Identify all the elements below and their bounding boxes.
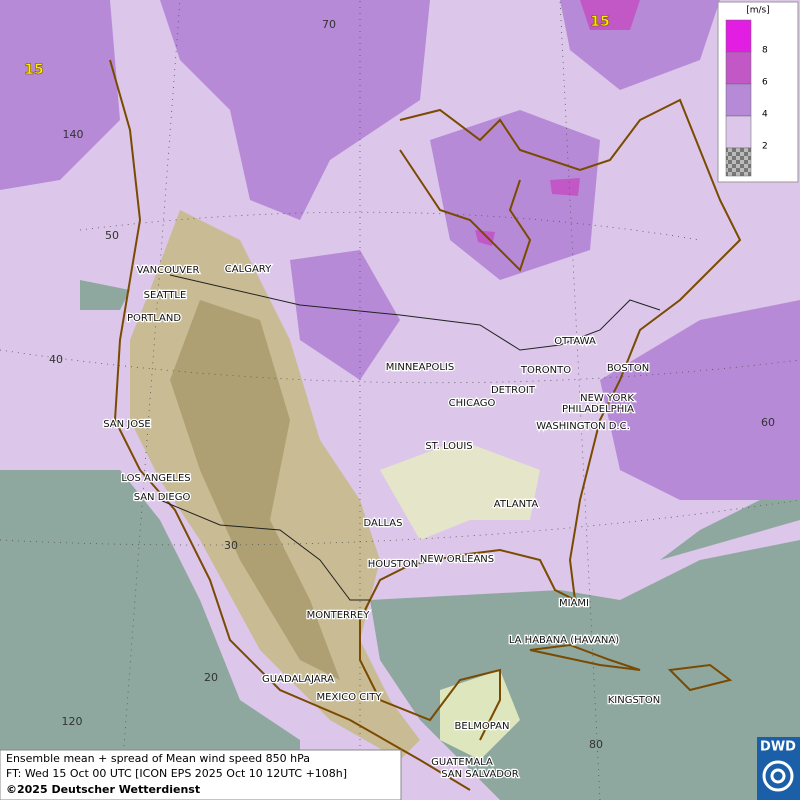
city-label: SAN JOSE xyxy=(103,419,151,430)
city-label: SAN DIEGO xyxy=(134,492,191,503)
footer-line: Ensemble mean + spread of Mean wind spee… xyxy=(6,752,310,765)
contour-label: 15 xyxy=(590,14,609,30)
graticule-label: 140 xyxy=(63,128,84,141)
footer-line: FT: Wed 15 Oct 00 UTC [ICON EPS 2025 Oct… xyxy=(6,767,347,780)
legend-label: 2 xyxy=(762,142,768,152)
graticule-label: 120 xyxy=(62,715,83,728)
city-label: WASHINGTON D.C. xyxy=(536,421,630,432)
legend-swatch xyxy=(725,147,752,177)
city-label: DETROIT xyxy=(491,385,536,396)
logo-swirl xyxy=(770,768,786,784)
terrain xyxy=(130,210,540,760)
city-label: BOSTON xyxy=(607,363,649,374)
footer: Ensemble mean + spread of Mean wind spee… xyxy=(0,749,402,800)
city-label: MIAMI xyxy=(559,598,589,609)
graticule-label: 30 xyxy=(224,539,238,552)
city-label: KINGSTON xyxy=(608,695,661,706)
graticule-label: 70 xyxy=(322,18,336,31)
graticule-label: 50 xyxy=(105,229,119,242)
city-label: TORONTO xyxy=(520,365,571,376)
city-label: PHILADELPHIA xyxy=(562,404,634,415)
city-label: CALGARY xyxy=(225,264,272,275)
legend-label: 6 xyxy=(762,78,768,88)
city-label: DALLAS xyxy=(364,518,403,529)
city-label: OTTAWA xyxy=(554,336,596,347)
logo-swirl xyxy=(762,760,794,792)
legend-swatch xyxy=(725,19,752,53)
contour-label: 15 xyxy=(24,62,43,78)
city-label: MONTERREY xyxy=(307,610,371,621)
legend-swatch xyxy=(725,51,752,85)
footer-line: ©2025 Deutscher Wetterdienst xyxy=(6,783,200,796)
footer-box xyxy=(0,749,402,800)
legend-label: 8 xyxy=(762,46,768,56)
city-label: LOS ANGELES xyxy=(121,473,190,484)
legend-label: 4 xyxy=(762,110,768,120)
city-label: HOUSTON xyxy=(368,559,419,570)
coastlines xyxy=(109,59,742,791)
graticule-label: 60 xyxy=(761,416,775,429)
wind-areas xyxy=(0,0,800,500)
city-label: ST. LOUIS xyxy=(425,441,472,452)
logo-text: DWD xyxy=(760,740,796,755)
city-label: BELMOPAN xyxy=(455,721,510,732)
city-label: NEW YORK xyxy=(580,393,634,404)
city-label: LA HABANA (HAVANA) xyxy=(509,635,619,646)
graticule-label: 20 xyxy=(204,671,218,684)
city-label: NEW ORLEANS xyxy=(420,554,494,565)
city-label: ATLANTA xyxy=(494,499,539,510)
labels: VANCOUVER CALGARY SEATTLE PORTLAND SAN JOSE L… xyxy=(24,14,775,782)
legend-swatch xyxy=(725,115,752,149)
legend-unit: [m/s] xyxy=(746,6,770,16)
legend: [m/s] 8 6 4 2 xyxy=(717,1,799,183)
graticule-label: 80 xyxy=(589,738,603,751)
city-label: SAN SALVADOR xyxy=(441,769,518,780)
city-label: CHICAGO xyxy=(449,398,496,409)
logo: DWD xyxy=(757,737,800,800)
city-label: GUATEMALA xyxy=(431,757,493,768)
strong-wind-areas xyxy=(475,0,640,246)
city-label: VANCOUVER xyxy=(137,265,200,276)
city-label: MEXICO CITY xyxy=(317,692,383,703)
legend-swatch xyxy=(725,83,752,117)
graticule-label: 40 xyxy=(49,353,63,366)
city-label: GUADALAJARA xyxy=(262,674,334,685)
city-label: PORTLAND xyxy=(127,313,181,324)
borders xyxy=(159,274,661,601)
city-label: SEATTLE xyxy=(144,290,187,301)
city-label: MINNEAPOLIS xyxy=(386,362,454,373)
